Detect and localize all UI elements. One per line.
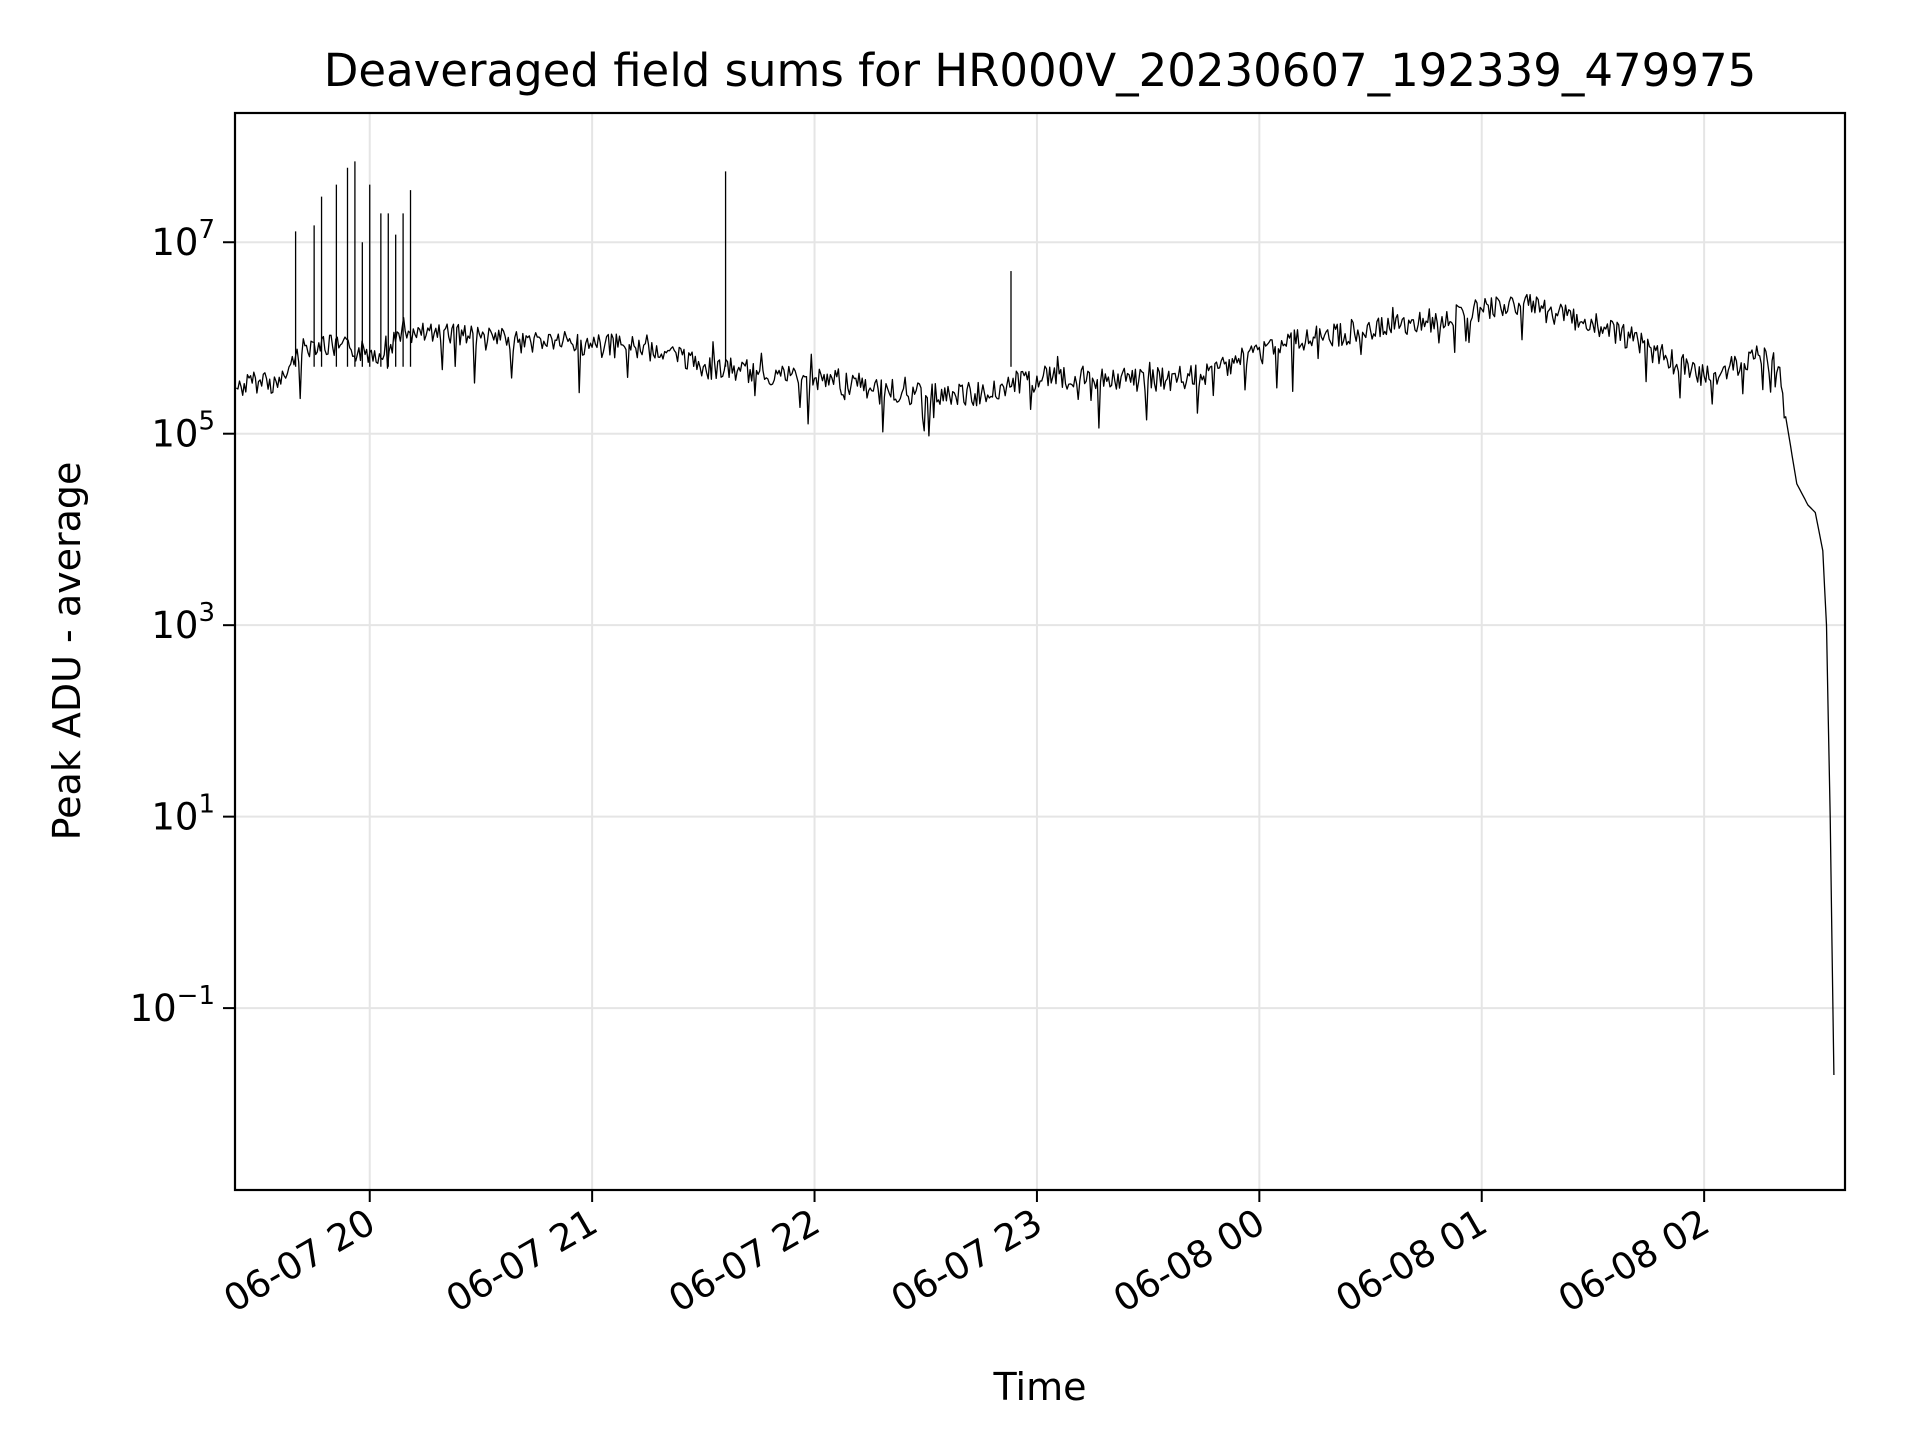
y-tick-label: 103 [151, 598, 215, 647]
y-axis-label: Peak ADU - average [45, 462, 89, 841]
y-axis-ticks: 10−1 101 103 105 107 [130, 215, 235, 1030]
y-tick-label: 105 [151, 407, 215, 456]
gridlines [235, 113, 1845, 1190]
y-tick-label: 107 [151, 215, 215, 264]
x-axis-label: Time [993, 1365, 1087, 1409]
chart-title: Deaveraged field sums for HR000V_2023060… [324, 44, 1756, 97]
y-tick-label: 10−1 [130, 981, 215, 1030]
y-tick-label: 101 [151, 790, 215, 839]
series-line [235, 293, 1835, 1076]
plot-frame [233, 111, 1847, 1192]
series-layer [235, 161, 1835, 1076]
spike-layer [294, 161, 1012, 367]
